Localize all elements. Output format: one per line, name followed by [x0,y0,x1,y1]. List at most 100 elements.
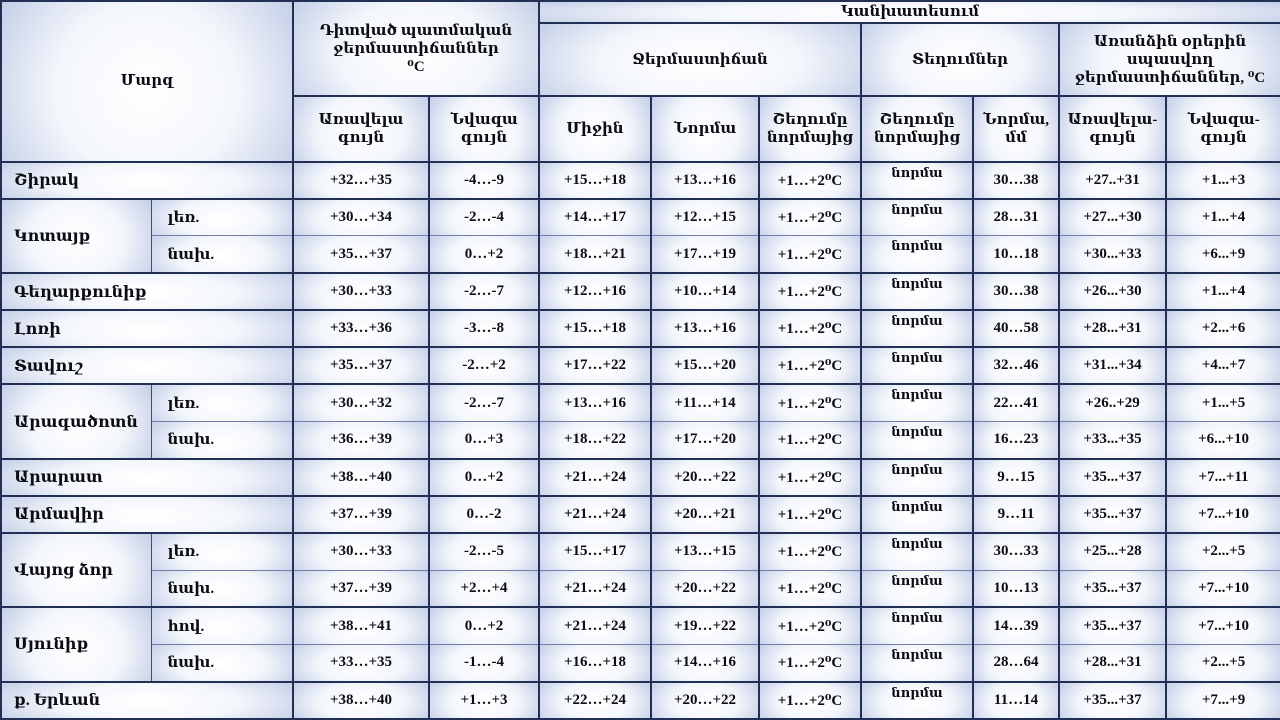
day-min-value: +6...+10 [1164,421,1280,460]
fc-norm-value: +13…+15 [650,532,760,571]
fc-norm-value: +20…+22 [650,569,760,609]
day-min-value: +4...+7 [1164,346,1280,386]
day-min-value: +2...+6 [1164,309,1280,349]
day-min-value: +6...+9 [1164,235,1280,275]
table-row: Կոտայք լեռ. +30…+34 -2…-4 +14…+17 +12…+1… [0,197,1280,275]
fc-dev-value: +1…+2⁰C [758,494,862,535]
table-row: Արագածոտն լեռ. +30…+32 -2…-7 +13…+16 +11… [0,383,1280,460]
day-min-value: +7...+11 [1164,457,1280,497]
obs-min-value: -4…-9 [428,160,540,200]
precip-dev-value: նորմա [860,494,974,535]
day-max-value: +26...+30 [1058,272,1167,312]
fc-norm-value: +14…+16 [650,643,760,683]
obs-min-value: -1…-4 [428,643,540,683]
obs-min-value: 0…+3 [428,421,540,460]
precip-dev-value: նորմա [860,309,974,349]
day-max-value: +28...+31 [1058,309,1167,349]
precip-norm-header: Նորմա, մմ [972,95,1060,163]
region-name: Վայոց ձոր [0,532,152,609]
precipitation-group-header: Տեղումներ [860,22,1060,98]
table-row: Գեղարքունիք +30…+33 -2…-7 +12…+16 +10…+1… [0,272,1280,312]
observed-max-header: Առավելա գույն [292,95,430,163]
fc-norm-value: +11…+14 [650,383,760,423]
day-max-value: +30...+33 [1058,235,1167,275]
fc-avg-value: +21…+24 [538,606,652,645]
obs-max-value: +36…+39 [292,421,430,460]
precip-dev-value: նորմա [860,383,974,423]
header-row-top: Մարզ Դիտված պատմական ջերմաստիճաններ ⁰C Կ… [0,0,1280,163]
fc-norm-value: +19…+22 [650,606,760,645]
obs-max-value: +33…+36 [292,309,430,349]
day-min-value: +1...+4 [1164,272,1280,312]
fc-dev-value: +1…+2⁰C [758,272,862,312]
obs-min-value: -2…-5 [428,532,540,571]
precip-norm-value: 10…18 [972,235,1060,275]
obs-min-value: 0…+2 [428,235,540,275]
table-row: Արմավիր +37…+39 0…-2 +21…+24 +20…+21 +1…… [0,494,1280,535]
fc-norm-value: +20…+22 [650,680,760,720]
precip-dev-value: նորմա [860,680,974,720]
precip-norm-value: 30…38 [972,272,1060,312]
obs-max-value: +33…+35 [292,643,430,683]
fc-avg-value: +17…+22 [538,346,652,386]
day-min-value: +2...+5 [1164,532,1280,571]
precip-norm-value: 40…58 [972,309,1060,349]
fc-norm-value: +20…+22 [650,457,760,497]
zone-label: նախ. [150,235,294,275]
table-row: ք. Երևան +38…+40 +1…+3 +22…+24 +20…+22 +… [0,680,1280,720]
fc-dev-value: +1…+2⁰C [758,346,862,386]
obs-min-value: -2…+2 [428,346,540,386]
fc-dev-value: +1…+2⁰C [758,680,862,720]
day-max-value: +26..+29 [1058,383,1167,423]
fc-dev-value: +1…+2⁰C [758,569,862,609]
fc-dev-value: +1…+2⁰C [758,532,862,571]
precip-norm-value: 10…13 [972,569,1060,609]
day-min-header: Նվազա- գույն [1164,95,1280,163]
day-max-value: +28...+31 [1058,643,1167,683]
zone-label: նախ. [150,569,294,609]
precip-norm-value: 30…38 [972,160,1060,200]
obs-max-value: +30…+34 [292,197,430,237]
individual-days-group-header: Առանձին օրերին սպասվող ջերմաստիճաններ, ⁰… [1057,22,1280,98]
precip-norm-value: 22…41 [972,383,1060,423]
fc-avg-value: +22…+24 [538,680,652,720]
region-name: Արարատ [0,457,294,497]
region-name: Արմավիր [0,494,294,535]
day-max-value: +35...+37 [1058,569,1167,609]
obs-max-value: +35…+37 [292,235,430,275]
day-min-value: +7...+10 [1164,494,1280,535]
fc-avg-value: +16…+18 [538,643,652,683]
table-row: նախ. +37…+39 +2…+4 +21…+24 +20…+22 +1…+2… [1,569,1280,609]
region-name: Գեղարքունիք [0,272,294,312]
fc-norm-value: +20…+21 [650,494,760,535]
fc-dev-value: +1…+2⁰C [758,383,862,423]
precip-norm-value: 16…23 [972,421,1060,460]
table-row: Արարատ +38…+40 0…+2 +21…+24 +20…+22 +1…+… [0,457,1280,497]
zone-label: հով. [150,606,294,645]
precip-dev-value: նորմա [860,160,974,200]
obs-max-value: +30…+33 [292,272,430,312]
fc-norm-value: +12…+15 [650,197,760,237]
precip-dev-value: նորմա [860,197,974,237]
table-row: Շիրակ +32…+35 -4…-9 +15…+18 +13…+16 +1…+… [0,160,1280,200]
region-name: Շիրակ [0,160,294,200]
fc-norm-value: +13…+16 [650,160,760,200]
obs-min-value: 0…+2 [428,457,540,497]
precip-dev-value: նորմա [860,606,974,645]
day-min-value: +7...+10 [1164,569,1280,609]
obs-min-value: -2…-7 [428,272,540,312]
fc-norm-value: +17…+19 [650,235,760,275]
precip-norm-value: 32…46 [972,346,1060,386]
day-max-value: +35...+37 [1058,680,1167,720]
table-row: նախ. +36…+39 0…+3 +18…+22 +17…+20 +1…+2⁰… [1,421,1280,460]
region-column-header: Մարզ [0,0,294,163]
fc-dev-value: +1…+2⁰C [758,606,862,645]
day-min-value: +2...+5 [1164,643,1280,683]
fc-norm-value: +10…+14 [650,272,760,312]
fc-norm-value: +15…+20 [650,346,760,386]
precip-norm-value: 11…14 [972,680,1060,720]
fc-avg-value: +14…+17 [538,197,652,237]
forecast-norm-header: Նորմա [650,95,760,163]
obs-max-value: +37…+39 [292,569,430,609]
precip-dev-value: նորմա [860,643,974,683]
